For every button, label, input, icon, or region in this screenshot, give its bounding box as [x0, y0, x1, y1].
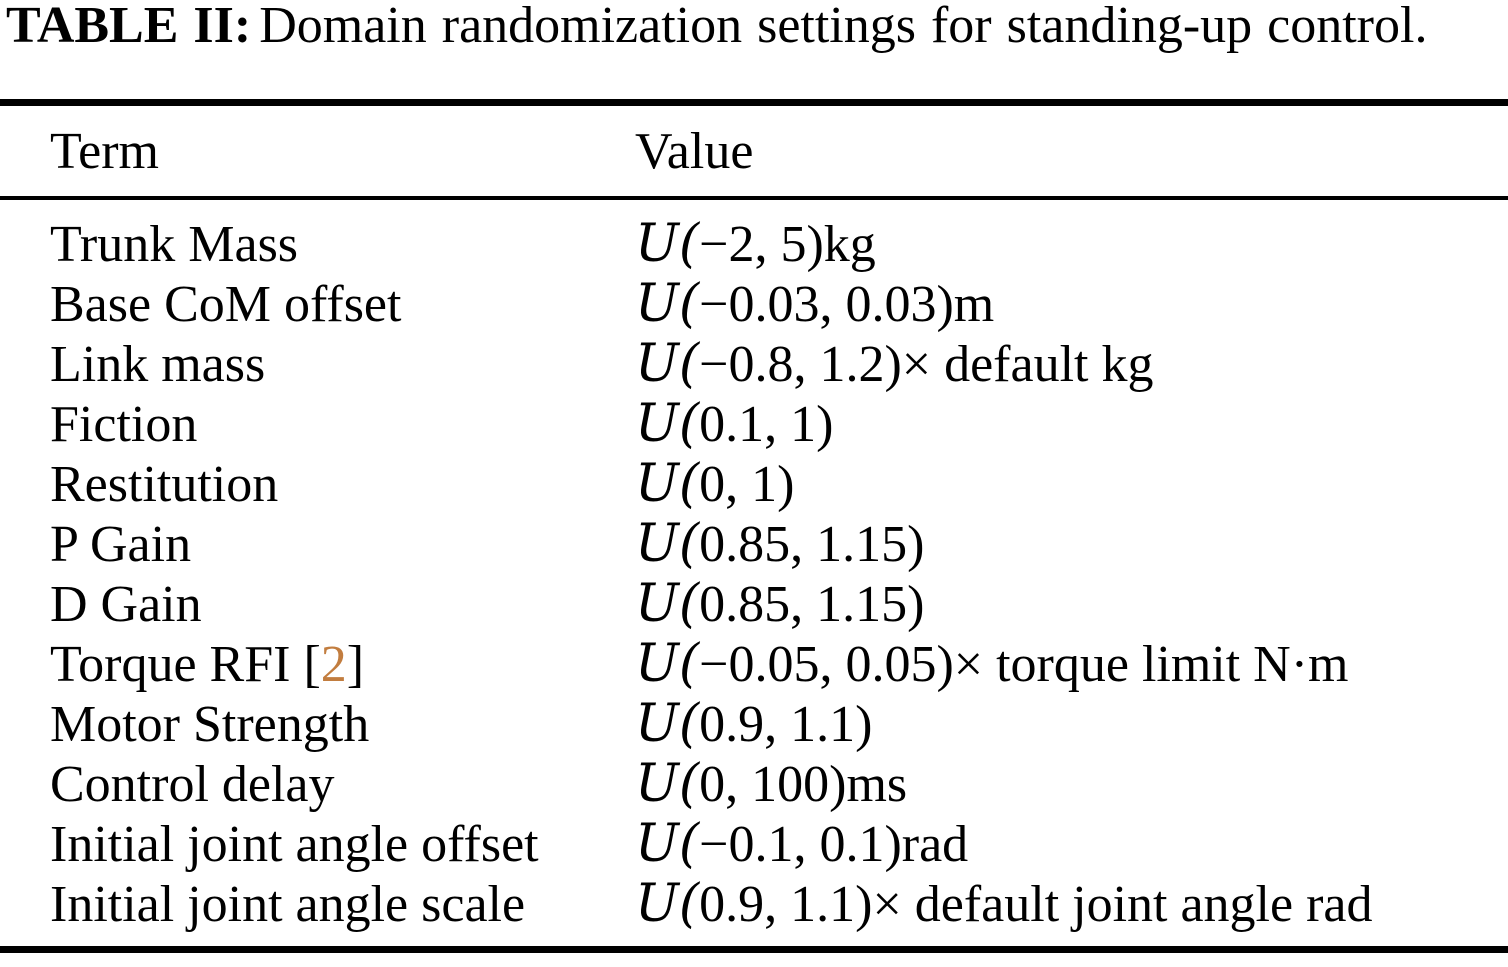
table-row: D Gain U(0.85, 1.15): [0, 574, 1508, 634]
table-row: Base CoM offset U(−0.03, 0.03)m: [0, 274, 1508, 334]
table-body: Trunk Mass U(−2, 5)kg Base CoM offset U(…: [0, 200, 1508, 946]
term-cell: Torque RFI [2]: [0, 635, 635, 694]
table-row: Link mass U(−0.8, 1.2)× default kg: [0, 334, 1508, 394]
term-cell: Initial joint angle scale: [50, 875, 526, 933]
value-cell: U(0, 1): [635, 454, 795, 514]
term-cell: Fiction: [50, 395, 198, 453]
table-row: Motor Strength U(0.9, 1.1): [0, 694, 1508, 754]
term-cell: Control delay: [50, 755, 335, 813]
value-cell: U(0.85, 1.15): [635, 514, 925, 574]
column-header-term: Term: [50, 122, 159, 180]
value-cell: U(−0.8, 1.2)× default kg: [635, 334, 1154, 394]
table-row: Fiction U(0.1, 1): [0, 394, 1508, 454]
value-cell: U(0.85, 1.15): [635, 574, 925, 634]
caption-label: TABLE II:: [6, 0, 252, 54]
value-cell: U(0.9, 1.1): [635, 694, 873, 754]
header-row: Term Value: [0, 106, 1508, 196]
citation-bracket-open: [: [303, 635, 321, 693]
table-row: Torque RFI [2] U(−0.05, 0.05)× torque li…: [0, 634, 1508, 694]
term-cell: P Gain: [50, 515, 192, 573]
term-cell: Initial joint angle offset: [50, 815, 539, 873]
citation-bracket-close: ]: [346, 635, 365, 693]
table-row: Initial joint angle scale U(0.9, 1.1)× d…: [0, 874, 1508, 934]
table-row: Restitution U(0, 1): [0, 454, 1508, 514]
value-cell: U(0, 100)ms: [635, 754, 908, 814]
top-rule: [0, 99, 1508, 106]
value-cell: U(−0.03, 0.03)m: [635, 274, 995, 334]
value-cell: U(−0.1, 0.1)rad: [635, 814, 969, 874]
table-caption: TABLE II: Domain randomization settings f…: [6, 0, 1508, 57]
term-cell: Base CoM offset: [50, 275, 402, 333]
term-cell: Restitution: [50, 455, 279, 513]
caption-text: Domain randomization settings for standi…: [259, 0, 1428, 54]
value-cell: U(0.9, 1.1)× default joint angle rad: [635, 874, 1373, 934]
value-cell: U(−0.05, 0.05)× torque limit N·m: [635, 634, 1349, 694]
term-text: Torque RFI: [50, 635, 291, 693]
table-row: Control delay U(0, 100)ms: [0, 754, 1508, 814]
table-row: Initial joint angle offset U(−0.1, 0.1)r…: [0, 814, 1508, 874]
table-row: P Gain U(0.85, 1.15): [0, 514, 1508, 574]
bottom-rule: [0, 946, 1508, 953]
term-cell: Trunk Mass: [50, 215, 299, 273]
term-cell: Link mass: [50, 335, 266, 393]
value-cell: U(0.1, 1): [635, 394, 834, 454]
mid-rule: [0, 196, 1508, 200]
table-row: Trunk Mass U(−2, 5)kg: [0, 214, 1508, 274]
term-cell: D Gain: [50, 575, 202, 633]
domain-randomization-table: Term Value Trunk Mass U(−2, 5)kg Base Co…: [0, 99, 1508, 953]
citation-link[interactable]: 2: [320, 635, 347, 693]
term-cell: Motor Strength: [50, 695, 370, 753]
value-cell: U(−2, 5)kg: [635, 214, 876, 274]
column-header-value: Value: [635, 122, 754, 180]
